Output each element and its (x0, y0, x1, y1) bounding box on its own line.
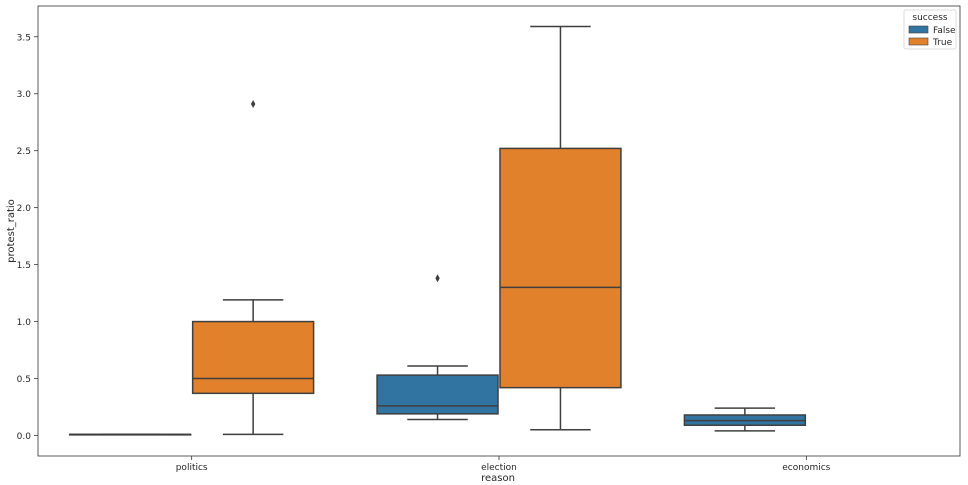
box-iqr (191, 320, 315, 395)
x-tick-label: politics (176, 463, 208, 473)
legend-swatch-false (908, 25, 929, 34)
box-iqr (376, 374, 499, 415)
outlier-point (435, 274, 440, 283)
y-axis-label: protest_ratio (6, 199, 17, 263)
x-tick-label: economics (782, 463, 830, 473)
legend-label-true: True (932, 38, 953, 48)
outlier-point (250, 99, 256, 108)
legend-title: success (912, 13, 948, 23)
box-politics-false (68, 433, 192, 436)
y-tick-label: 0.5 (17, 375, 31, 385)
y-tick-label: 1.0 (17, 318, 32, 328)
box-election-false (376, 274, 499, 421)
y-tick-label: 0.0 (17, 432, 32, 442)
box-election-true (499, 25, 622, 431)
legend-label-false: False (933, 26, 956, 36)
y-tick-label: 2.5 (17, 147, 31, 157)
y-tick-label: 1.5 (17, 261, 31, 271)
x-axis-label: reason (481, 473, 515, 484)
legend: success False True (903, 9, 957, 50)
y-tick-label: 2.0 (17, 204, 32, 214)
x-tick-label: election (481, 463, 517, 473)
box-iqr (499, 147, 622, 389)
y-tick-label: 3.5 (17, 33, 31, 43)
y-tick-label: 3.0 (17, 90, 32, 100)
legend-swatch-true (908, 37, 929, 46)
plot-frame (37, 5, 961, 457)
box-politics-true (191, 99, 315, 436)
box-economics-false (683, 407, 807, 432)
